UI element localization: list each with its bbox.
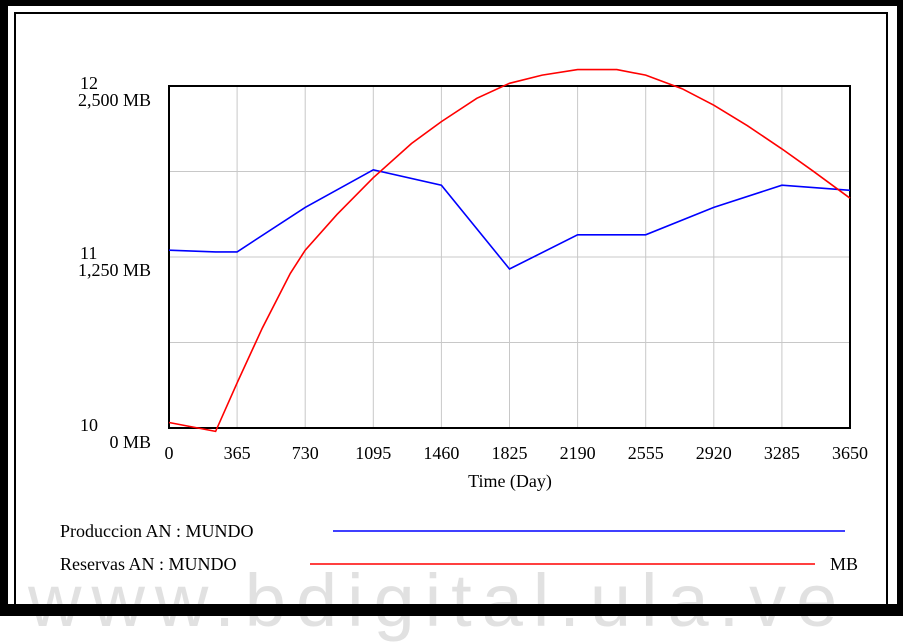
x-tick-label: 2190 — [560, 443, 596, 463]
x-tick-label: 0 — [165, 443, 174, 463]
x-tick-label: 2920 — [696, 443, 732, 463]
watermark-text: www.bdigital.ula.ve — [28, 559, 848, 642]
x-tick-label: 3650 — [832, 443, 868, 463]
grid-lines — [169, 86, 850, 428]
y-tick-label-produccion: 10 — [80, 415, 98, 435]
chart-border — [14, 12, 888, 616]
x-axis-labels: 0 365 730 1095 1460 1825 2190 2555 2920 3285 3650 — [165, 443, 869, 463]
plot-area — [168, 85, 851, 429]
x-tick-label: 3285 — [764, 443, 800, 463]
y-axis-labels: 122,500 MB 111,250 MB 10 0 MB — [78, 73, 151, 452]
y-tick-label-reservas: 1,250 MB — [78, 260, 151, 280]
bottom-border — [0, 604, 903, 616]
y-tick-label-produccion: 11 — [80, 243, 97, 263]
x-tick-label: 2555 — [628, 443, 664, 463]
legend-label: Produccion AN : MUNDO — [60, 521, 254, 541]
y-tick-label-produccion: 12 — [80, 73, 98, 93]
window-frame — [0, 0, 903, 616]
y-tick-label-reservas: 0 MB — [109, 432, 151, 452]
x-tick-label: 1460 — [423, 443, 459, 463]
series-line-produccion — [168, 168, 851, 271]
x-tick-label: 730 — [292, 443, 319, 463]
line-chart: 122,500 MB 111,250 MB 10 0 MB 0 365 730 1095 14… — [60, 68, 869, 574]
x-tick-label: 1825 — [492, 443, 528, 463]
series-line-reservas — [168, 68, 851, 433]
series-layer — [168, 68, 851, 433]
legend-label: Reservas AN : MUNDO — [60, 554, 236, 574]
legend: Produccion AN : MUNDO Reservas AN : MUNDO… — [60, 521, 858, 574]
x-axis-label: Time (Day) — [468, 471, 552, 492]
x-tick-label: 1095 — [355, 443, 391, 463]
x-tick-label: 365 — [224, 443, 251, 463]
y-tick-label-reservas: 2,500 MB — [78, 90, 151, 110]
legend-unit: MB — [830, 554, 858, 574]
